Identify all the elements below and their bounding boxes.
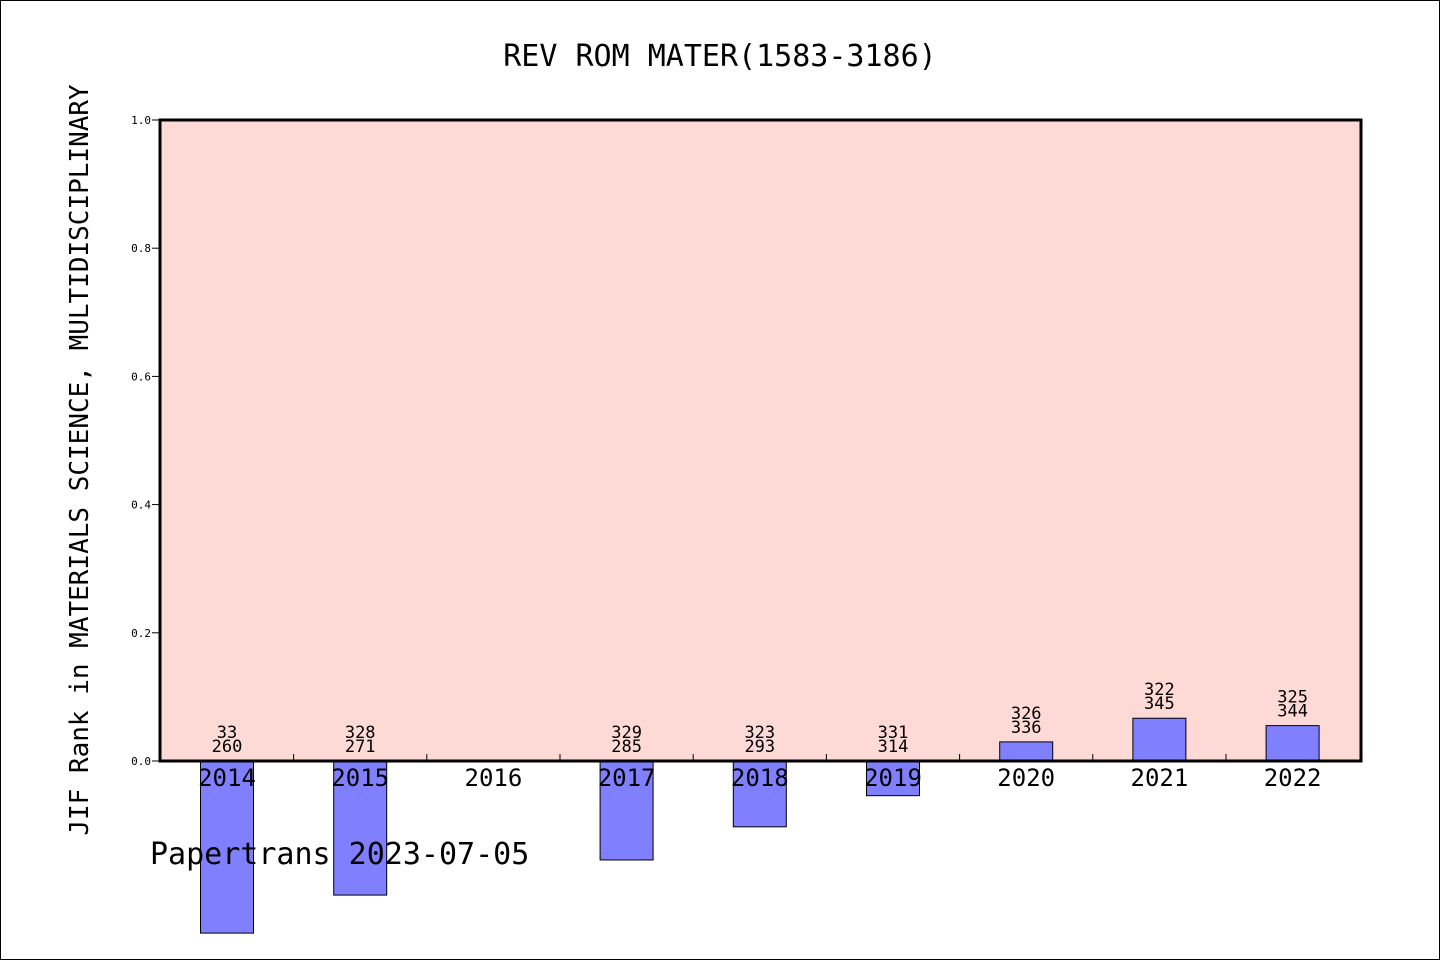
x-tick-label-2020: 2020 — [997, 764, 1055, 792]
y-axis: 0.0 0.2 0.4 0.6 0.8 1.0 — [131, 114, 160, 768]
plot-area — [160, 120, 1361, 761]
bar-labels-layer: 3326032827132928532329333131432633632234… — [212, 680, 1308, 757]
bar-rank-label: 322 — [1144, 680, 1175, 700]
bar-rank-label: 331 — [878, 723, 909, 743]
bar-total-label: 285 — [611, 737, 642, 757]
bar-total-label: 345 — [1144, 694, 1175, 714]
bar-total-label: 336 — [1011, 718, 1042, 738]
bar-total-label: 344 — [1277, 702, 1308, 722]
x-tick-label-2021: 2021 — [1131, 764, 1189, 792]
x-tick-label-2015: 2015 — [331, 764, 389, 792]
bar-2021 — [1132, 717, 1187, 762]
bars-layer — [200, 717, 1320, 934]
bar-total-label: 293 — [744, 737, 775, 757]
x-axis: 2014 2015 2016 2017 2018 2019 2020 2021 2022 — [198, 754, 1321, 792]
x-tick-label-2017: 2017 — [598, 764, 656, 792]
bar-2018 — [732, 760, 787, 828]
y-tick-label: 0.0 — [131, 755, 151, 768]
y-axis-label: JIF Rank in MATERIALS SCIENCE, MULTIDISC… — [65, 84, 95, 836]
bar-rank-label: 329 — [611, 723, 642, 743]
y-tick-label: 0.2 — [131, 627, 151, 640]
x-tick-label-2014: 2014 — [198, 764, 256, 792]
bar-rank-label: 326 — [1011, 704, 1042, 724]
plot-border — [158, 118, 1363, 763]
y-tick-label: 0.6 — [131, 370, 151, 383]
watermark: Papertrans 2023-07-05 — [150, 837, 529, 872]
bar-2020 — [999, 741, 1054, 762]
bar-rank-label: 33 — [217, 723, 237, 743]
x-tick-label-2019: 2019 — [864, 764, 922, 792]
y-tick-label: 0.8 — [131, 242, 151, 255]
bar-2019 — [866, 760, 920, 797]
bar-rank-label: 325 — [1277, 688, 1308, 708]
y-tick-label: 0.4 — [131, 499, 151, 512]
bar-2022 — [1265, 725, 1320, 762]
bar-total-label: 271 — [345, 737, 376, 757]
bar-2015 — [333, 760, 388, 896]
bar-rank-label: 323 — [744, 723, 775, 743]
bar-total-label: 314 — [878, 737, 909, 757]
y-tick-label: 1.0 — [131, 114, 151, 127]
x-tick-label-2022: 2022 — [1264, 764, 1322, 792]
bar-total-label: 260 — [212, 737, 243, 757]
bar-rank-label: 328 — [345, 723, 376, 743]
chart-title: REV ROM MATER(1583-3186) — [503, 39, 936, 74]
x-tick-label-2018: 2018 — [731, 764, 789, 792]
x-tick-label-2016: 2016 — [465, 764, 523, 792]
